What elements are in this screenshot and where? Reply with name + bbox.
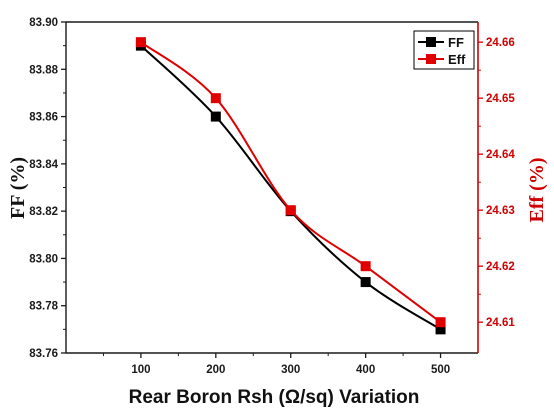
legend-label-ff: FF (448, 35, 464, 50)
legend-marker-eff (426, 54, 436, 64)
data-point-eff (210, 93, 221, 104)
y-right-tick-label: 24.64 (486, 149, 515, 161)
y-right-tick-label: 24.65 (486, 93, 515, 105)
y-left-tick-label: 83.90 (29, 17, 58, 29)
data-point-eff (285, 205, 296, 216)
series-eff (135, 37, 446, 328)
data-point-ff (360, 277, 371, 288)
y-axis-right-label: Eff (%) (526, 158, 548, 223)
y-left-tick-label: 83.82 (29, 206, 58, 218)
y-right-tick-label: 24.63 (486, 205, 515, 217)
ticks: 83.76 83.78 83.80 83.82 83.84 83.86 83.88 83.90… (29, 17, 515, 376)
x-tick-label: 400 (356, 364, 375, 376)
x-tick-label: 500 (431, 364, 450, 376)
legend-label-eff: Eff (448, 52, 466, 67)
y-left-tick-label: 83.88 (29, 64, 58, 76)
y-right-tick-label: 24.62 (486, 261, 515, 273)
data-point-ff (435, 324, 446, 335)
x-tick-label: 100 (131, 364, 150, 376)
axis-labels: Rear Boron Rsh (Ω/sq) Variation FF (%) E… (7, 157, 548, 408)
legend-marker-ff (426, 37, 436, 47)
y-left-tick-label: 83.80 (29, 253, 58, 265)
legend-box (413, 30, 475, 70)
y-left-tick-label: 83.78 (29, 301, 58, 313)
y-left-tick-label: 83.86 (29, 112, 58, 124)
data-point-eff (135, 37, 146, 48)
y-left-tick-label: 83.84 (29, 159, 58, 171)
data-point-ff (210, 111, 221, 122)
x-tick-label: 300 (281, 364, 300, 376)
y-right-tick-label: 24.61 (486, 317, 515, 329)
x-axis-label: Rear Boron Rsh (Ω/sq) Variation (129, 387, 420, 408)
legend: FF Eff (413, 30, 475, 70)
series-line-eff (140, 41, 442, 323)
y-axis-left-label: FF (%) (7, 157, 29, 219)
data-point-eff (435, 317, 446, 328)
y-left-tick-label: 83.76 (29, 348, 58, 360)
y-right-tick-label: 24.66 (486, 37, 515, 49)
series-line-ff (140, 44, 442, 331)
x-tick-label: 200 (206, 364, 225, 376)
data-point-eff (360, 261, 371, 272)
series (135, 37, 446, 335)
